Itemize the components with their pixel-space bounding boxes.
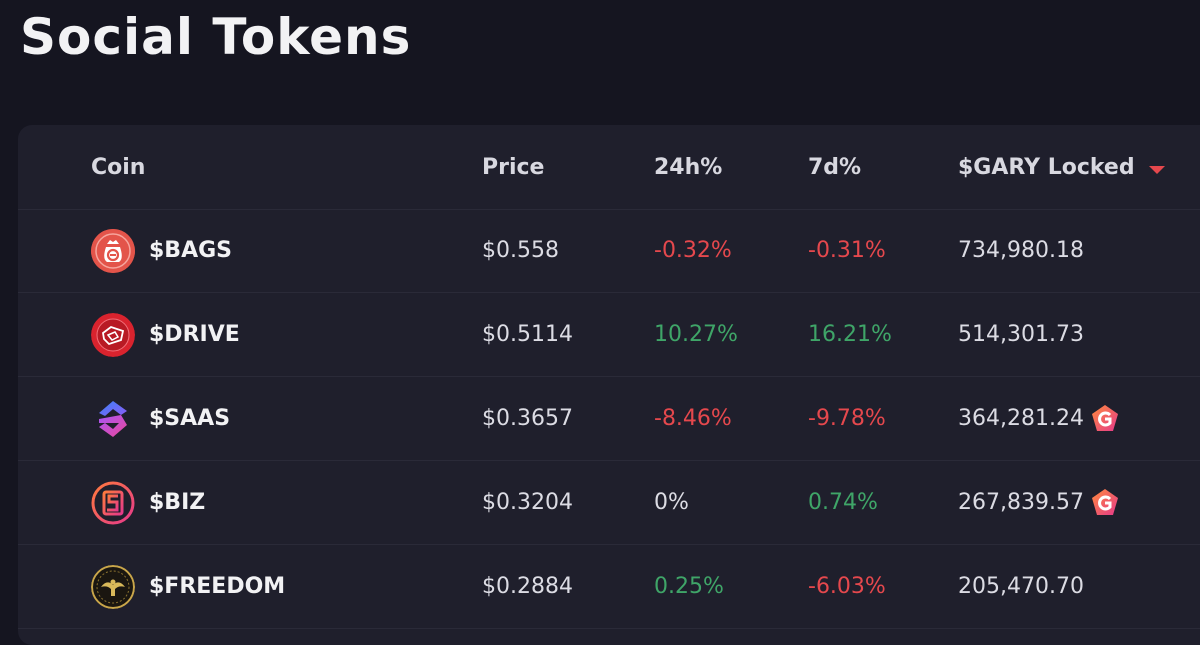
gary-locked-cell: 364,281.24 xyxy=(958,406,1084,431)
gary-locked-cell: 267,839.57 xyxy=(958,490,1084,515)
saas-logo-icon xyxy=(91,397,135,441)
table-header: Coin Price 24h% 7d% $GARY Locked xyxy=(18,125,1200,210)
biz-logo-icon xyxy=(91,481,135,525)
table-row[interactable]: $BAGS $0.558 -0.32% -0.31% 734,980.18 xyxy=(18,209,1200,293)
price-cell: $0.3657 xyxy=(482,406,573,431)
coin-name[interactable]: $BIZ xyxy=(149,490,206,515)
column-header-24h[interactable]: 24h% xyxy=(654,154,723,180)
gary-badge-icon xyxy=(1090,488,1120,518)
drive-logo-icon xyxy=(91,312,135,357)
price-cell: $0.5114 xyxy=(482,322,573,347)
column-header-7d[interactable]: 7d% xyxy=(808,154,862,180)
gary-locked-cell: 514,301.73 xyxy=(958,322,1084,347)
social-tokens-table: Coin Price 24h% 7d% $GARY Locked $BAGS xyxy=(18,125,1200,645)
coin-name[interactable]: $DRIVE xyxy=(149,322,240,347)
gary-locked-cell: 734,980.18 xyxy=(958,238,1084,263)
money-bag-icon xyxy=(91,228,135,273)
change-24h-cell: -0.32% xyxy=(654,238,732,263)
price-cell: $0.558 xyxy=(482,238,559,263)
column-header-gary-locked-label: $GARY Locked xyxy=(958,154,1135,180)
column-header-gary-locked[interactable]: $GARY Locked xyxy=(958,125,1165,209)
gary-locked-cell: 205,470.70 xyxy=(958,574,1084,599)
coin-name[interactable]: $BAGS xyxy=(149,238,233,263)
sort-descending-icon[interactable] xyxy=(1148,166,1165,174)
change-7d-cell: -0.31% xyxy=(808,238,886,263)
table-row[interactable]: $DRIVE $0.5114 10.27% 16.21% 514,301.73 xyxy=(18,293,1200,377)
price-cell: $0.3204 xyxy=(482,490,573,515)
change-7d-cell: -9.78% xyxy=(808,406,886,431)
gary-badge-icon xyxy=(1090,404,1120,434)
table-row[interactable]: $BIZ $0.3204 0% 0.74% 267,839.57 xyxy=(18,461,1200,545)
column-header-coin[interactable]: Coin xyxy=(91,154,146,180)
page-title: Social Tokens xyxy=(20,8,412,66)
coin-name[interactable]: $FREEDOM xyxy=(149,574,286,599)
change-24h-cell: -8.46% xyxy=(654,406,732,431)
change-7d-cell: 0.74% xyxy=(808,490,878,515)
change-7d-cell: 16.21% xyxy=(808,322,892,347)
table-row[interactable]: $FREEDOM $0.2884 0.25% -6.03% 205,470.70 xyxy=(18,545,1200,629)
coin-name[interactable]: $SAAS xyxy=(149,406,231,431)
price-cell: $0.2884 xyxy=(482,574,573,599)
change-24h-cell: 0% xyxy=(654,490,689,515)
table-row[interactable]: $SAAS $0.3657 -8.46% -9.78% 364,281.24 xyxy=(18,377,1200,461)
change-7d-cell: -6.03% xyxy=(808,574,886,599)
column-header-price[interactable]: Price xyxy=(482,154,545,180)
freedom-eagle-icon xyxy=(91,564,135,609)
change-24h-cell: 0.25% xyxy=(654,574,724,599)
change-24h-cell: 10.27% xyxy=(654,322,738,347)
